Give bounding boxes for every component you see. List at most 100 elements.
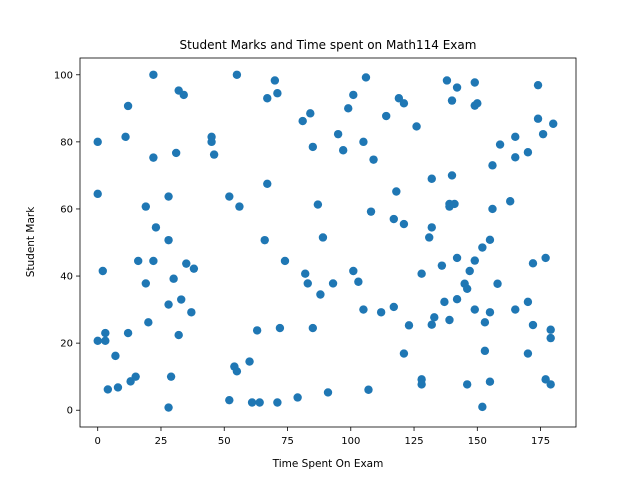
data-point [169,274,178,283]
data-point [164,192,173,201]
x-tick-label: 175 [531,436,550,447]
data-point [511,153,520,162]
y-tick-label: 20 [60,339,73,350]
data-point [465,266,474,276]
x-axis-ticks: 0 25 50 75 100 125 150 175 [95,427,550,447]
data-point [493,279,502,288]
data-point [473,99,482,108]
data-point [511,132,520,142]
data-point [417,380,426,389]
data-point [308,142,318,152]
data-point [111,351,120,361]
data-point [427,223,436,232]
data-point [389,214,398,224]
data-point [470,78,479,87]
data-point [255,398,264,407]
data-point [252,326,262,335]
x-tick-label: 100 [341,436,360,447]
data-point [450,199,459,209]
data-point [280,256,290,266]
data-point [270,76,280,85]
data-point [546,380,555,389]
data-point [506,197,515,206]
data-point [306,109,315,118]
data-point [151,223,161,232]
data-point [442,76,452,85]
data-point [134,256,143,266]
data-point [349,90,358,100]
data-point [392,187,401,196]
data-point [440,297,449,307]
data-point [225,192,234,201]
data-point [495,140,505,149]
data-point [149,256,158,266]
data-point [235,202,244,211]
data-point [123,328,133,338]
plot-area-frame [79,57,577,428]
data-point [437,261,447,270]
data-point [232,70,242,79]
data-point [164,403,173,412]
data-point [382,111,391,121]
data-point [328,279,338,288]
data-point [452,253,462,263]
data-point [470,305,479,314]
data-point [417,269,426,278]
y-tick-label: 0 [67,406,73,417]
data-point [275,323,285,333]
data-point [541,253,550,263]
data-point [523,148,533,157]
data-point [359,137,368,147]
data-point [141,279,150,288]
data-point [427,174,436,183]
x-tick-label: 0 [95,436,101,447]
data-point [171,148,181,158]
data-point [344,104,353,113]
data-point [149,153,158,162]
y-tick-label: 100 [54,70,73,81]
data-point [389,302,398,312]
data-point [412,122,421,131]
data-point [427,320,436,329]
x-tick-label: 75 [281,436,294,447]
data-point [462,284,472,293]
data-point [303,279,312,288]
data-point [488,161,497,170]
data-point [293,393,302,402]
data-point [485,308,495,317]
data-point [480,318,490,327]
y-tick-label: 80 [60,137,73,148]
y-tick-label: 40 [60,272,73,283]
data-points [93,70,558,412]
data-point [445,315,454,325]
data-point [209,150,219,159]
data-point [207,137,216,147]
data-point [364,385,373,394]
data-point [478,243,487,252]
data-point [354,277,363,286]
data-point [103,385,113,394]
data-point [318,233,328,242]
data-point [93,137,102,147]
data-point [404,321,414,330]
data-point [361,73,371,82]
data-point [485,377,495,386]
data-point [546,325,555,334]
data-point [538,129,548,139]
data-point [263,179,272,188]
data-point [452,83,462,92]
data-point [225,395,234,405]
data-point [301,269,310,278]
data-point [447,96,457,105]
data-point [425,233,434,242]
data-point [247,398,257,407]
data-point [338,146,348,155]
data-point [308,323,318,333]
y-axis-label: Student Mark [25,206,37,277]
data-point [131,372,140,381]
data-point [470,256,479,265]
data-point [174,330,183,340]
data-point [101,336,110,345]
data-point [141,202,150,211]
